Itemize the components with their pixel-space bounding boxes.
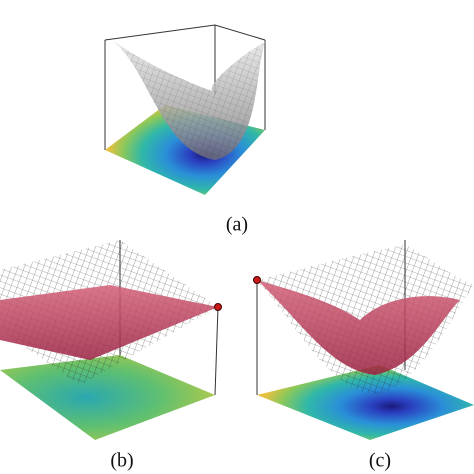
panel-label: (b)	[110, 450, 133, 472]
point	[214, 303, 222, 311]
surface	[0, 285, 218, 360]
panel-label: (a)	[226, 214, 248, 236]
panel-a: (a)	[104, 24, 266, 236]
panel-b: (b)	[0, 240, 222, 472]
contour-floor	[257, 365, 474, 440]
surface	[257, 280, 460, 375]
panel-c: (c)	[253, 240, 474, 472]
box-edge	[104, 24, 266, 150]
contour-floor	[0, 355, 215, 440]
point	[253, 276, 261, 284]
panel-label: (c)	[369, 450, 391, 472]
